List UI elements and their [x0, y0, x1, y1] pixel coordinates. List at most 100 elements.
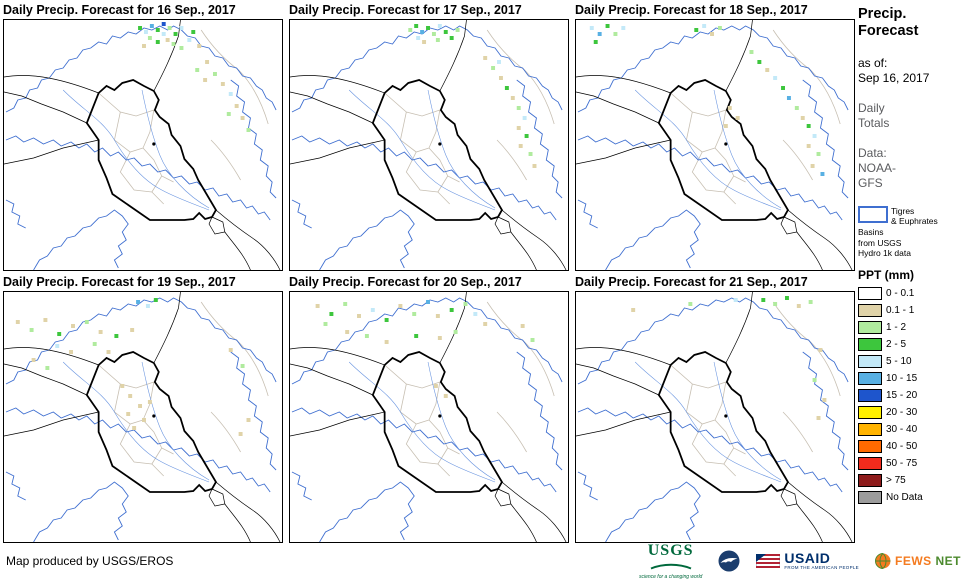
data-source-text: Data: NOAA- GFS	[858, 145, 897, 190]
basin-note: Tigres & Euphrates Basins from USGS Hydr…	[858, 205, 964, 259]
legend-label: 2 - 5	[886, 338, 907, 350]
baghdad-marker	[724, 414, 728, 418]
legend-swatch	[858, 456, 882, 470]
admin-boundaries	[384, 29, 555, 205]
legend-label: 1 - 2	[886, 321, 907, 333]
legend-swatch	[858, 405, 882, 419]
legend-row: 1 - 2	[858, 319, 964, 336]
legend-swatch	[858, 320, 882, 334]
legend-row: No Data	[858, 489, 964, 506]
legend-row: > 75	[858, 472, 964, 489]
legend-label: 30 - 40	[886, 423, 918, 435]
basin-outlines	[291, 297, 563, 542]
map	[575, 19, 855, 271]
legend-row: 50 - 75	[858, 455, 964, 472]
panel-title: Daily Precip. Forecast for 21 Sep., 2017	[575, 275, 808, 289]
usgs-tagline: science for a changing world	[638, 573, 703, 580]
iraq-border	[657, 351, 789, 493]
logo-row: USGS science for a changing world US	[638, 541, 961, 580]
map	[3, 291, 283, 543]
legend-swatch	[858, 354, 882, 368]
legend-title: PPT (mm)	[858, 267, 915, 282]
basin-note-top: Tigres & Euphrates	[858, 205, 964, 227]
panel-title: Daily Precip. Forecast for 20 Sep., 2017	[289, 275, 522, 289]
fewsnet-globe-icon	[875, 553, 891, 569]
map-svg	[576, 20, 853, 270]
basin-outlines	[577, 25, 849, 270]
forecast-panel: Daily Precip. Forecast for 17 Sep., 2017	[289, 2, 569, 271]
legend-label: No Data	[886, 491, 923, 503]
legend-swatch	[858, 490, 882, 504]
basin-outlines	[5, 297, 277, 542]
legend-swatch	[858, 286, 882, 300]
panel-title: Daily Precip. Forecast for 19 Sep., 2017	[3, 275, 236, 289]
legend-swatch	[858, 439, 882, 453]
admin-boundaries	[98, 29, 269, 205]
legend-label: 50 - 75	[886, 457, 918, 469]
map-svg	[4, 20, 281, 270]
precip-cells	[15, 298, 251, 436]
baghdad-marker	[152, 414, 156, 418]
usaid-tagline: FROM THE AMERICAN PEOPLE	[784, 565, 859, 571]
country-borders	[4, 292, 281, 542]
forecast-panel: Daily Precip. Forecast for 20 Sep., 2017	[289, 274, 569, 543]
basin-note-line2: Basins from USGS Hydro 1k data	[858, 227, 911, 259]
forecast-panel: Daily Precip. Forecast for 16 Sep., 2017	[3, 2, 283, 271]
legend-swatch	[858, 388, 882, 402]
totals-text: Daily Totals	[858, 100, 890, 130]
map	[289, 19, 569, 271]
legend-row: 20 - 30	[858, 404, 964, 421]
legend-swatch	[858, 337, 882, 351]
noaa-seal-icon	[718, 550, 740, 572]
map-svg	[576, 292, 853, 542]
baghdad-marker	[438, 142, 442, 146]
legend-row: 40 - 50	[858, 438, 964, 455]
legend-label: 0 - 0.1	[886, 287, 915, 299]
forecast-panel: Daily Precip. Forecast for 21 Sep., 2017	[575, 274, 855, 543]
basin-outlines	[5, 25, 277, 270]
country-borders	[576, 292, 853, 542]
footer: Map produced by USGS/EROS USGS science f…	[6, 542, 961, 579]
map-svg	[4, 292, 281, 542]
legend-row: 10 - 15	[858, 370, 964, 387]
precip-cells	[631, 296, 827, 420]
legend-label: 15 - 20	[886, 389, 918, 401]
map	[3, 19, 283, 271]
baghdad-marker	[152, 142, 156, 146]
legend-row: 0.1 - 1	[858, 302, 964, 319]
precip-cells	[315, 300, 535, 398]
basin-outlines	[577, 297, 849, 542]
precip-cells	[408, 24, 537, 168]
usaid-logo-text: USAID	[784, 550, 831, 567]
legend-label: 5 - 10	[886, 355, 912, 367]
fewsnet-logo: FEWS NET	[875, 553, 961, 569]
panel-title: Daily Precip. Forecast for 16 Sep., 2017	[3, 3, 236, 17]
iraq-border	[371, 351, 503, 493]
legend-list: 0 - 0.1 0.1 - 1 1 - 2 2 - 5 5 - 10 10 - 15 15 …	[858, 285, 964, 506]
noaa-logo	[718, 550, 740, 572]
maps-grid: Daily Precip. Forecast for 16 Sep., 2017	[3, 2, 855, 543]
usgs-swoosh-icon	[650, 563, 692, 569]
precip-cells	[138, 22, 251, 132]
iraq-border	[371, 79, 503, 221]
legend-label: 20 - 30	[886, 406, 918, 418]
map	[289, 291, 569, 543]
country-borders	[4, 20, 281, 270]
legend-swatch	[858, 371, 882, 385]
country-borders	[290, 20, 567, 270]
country-borders	[290, 292, 567, 542]
usaid-flag-icon	[756, 554, 781, 568]
sidebar: Precip. Forecast as of: Sep 16, 2017 Dai…	[858, 6, 964, 506]
legend-label: 10 - 15	[886, 372, 918, 384]
usaid-text-block: USAID FROM THE AMERICAN PEOPLE	[784, 551, 859, 571]
credit-text: Map produced by USGS/EROS	[6, 554, 174, 568]
precip-cells	[589, 24, 825, 176]
fewsnet-text-net: NET	[935, 554, 961, 568]
usgs-logo-text: USGS	[647, 541, 694, 559]
map	[575, 291, 855, 543]
fewsnet-logo-text: FEWS NET	[895, 554, 961, 568]
map-svg	[290, 292, 567, 542]
forecast-panel: Daily Precip. Forecast for 18 Sep., 2017	[575, 2, 855, 271]
iraq-border	[657, 79, 789, 221]
baghdad-marker	[724, 142, 728, 146]
